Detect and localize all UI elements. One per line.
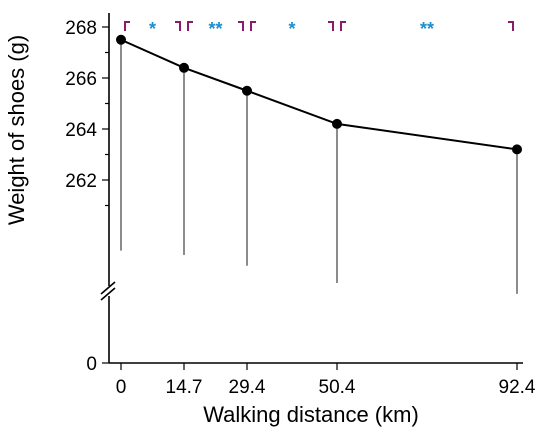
significance-bracket-left [250,21,256,31]
significance-bracket-left [124,21,130,31]
significance-bracket-left [187,21,193,31]
significance-bracket-right [238,21,244,31]
y-axis-title: Weight of shoes (g) [4,35,29,225]
significance-bracket-right [508,21,514,31]
series-line [120,38,518,151]
data-point [116,34,126,45]
x-tick-label: 50.4 [319,377,356,398]
x-tick-label: 14.7 [166,377,203,398]
axis-break-gap [101,286,117,296]
data-point [179,62,189,73]
significance-label: ** [208,19,222,39]
data-point [242,85,252,96]
y-tick-label: 266 [65,69,97,90]
data-point [512,144,522,155]
significance-bracket-right [175,21,181,31]
x-tick-label: 29.4 [229,377,266,398]
significance-bracket-right [328,21,334,31]
y-tick-label: 262 [65,171,97,192]
x-axis-title: Walking distance (km) [203,402,419,427]
significance-bracket-left [340,21,346,31]
y-tick-label: 268 [65,18,97,39]
significance-label: * [149,19,156,39]
y-zero-tick-label: 0 [86,354,97,375]
y-tick-label: 264 [65,120,97,141]
significance-label: * [288,19,295,39]
x-tick-label: 0 [116,377,127,398]
data-point [332,118,342,129]
axis-break-mark-upper [100,281,116,295]
x-tick-label: 92.4 [499,377,536,398]
axis-break-mark-lower [100,287,116,301]
significance-label: ** [420,19,434,39]
